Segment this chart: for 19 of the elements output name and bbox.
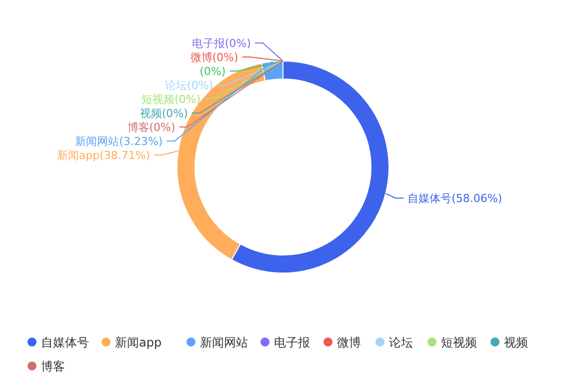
legend-label: 论坛 xyxy=(389,336,413,350)
text: 论坛(0%) xyxy=(165,79,214,92)
text: 短视频(0%) xyxy=(141,93,200,106)
legend-label: 自媒体号 xyxy=(41,336,89,350)
data-label: 自媒体号(58.06%) xyxy=(408,192,502,206)
legend-label: 新闻app xyxy=(115,336,162,350)
legend-label: 微博 xyxy=(337,336,361,350)
data-label: 新闻网站(3.23%) xyxy=(75,135,163,148)
text: (0%) xyxy=(200,65,226,78)
legend-label: 电子报 xyxy=(274,336,310,350)
legend-label: 新闻网站 xyxy=(200,336,248,350)
text: 微博(0%) xyxy=(190,51,238,64)
text: 电子报(0%) xyxy=(192,37,251,50)
legend-label: 短视频 xyxy=(441,336,477,350)
text: 博客(0%) xyxy=(127,121,176,134)
legend-label: 博客 xyxy=(41,360,65,374)
data-label: 新闻app(38.71%) xyxy=(56,149,150,162)
text: 视频(0%) xyxy=(140,107,188,120)
legend-label: 视频 xyxy=(504,336,528,350)
